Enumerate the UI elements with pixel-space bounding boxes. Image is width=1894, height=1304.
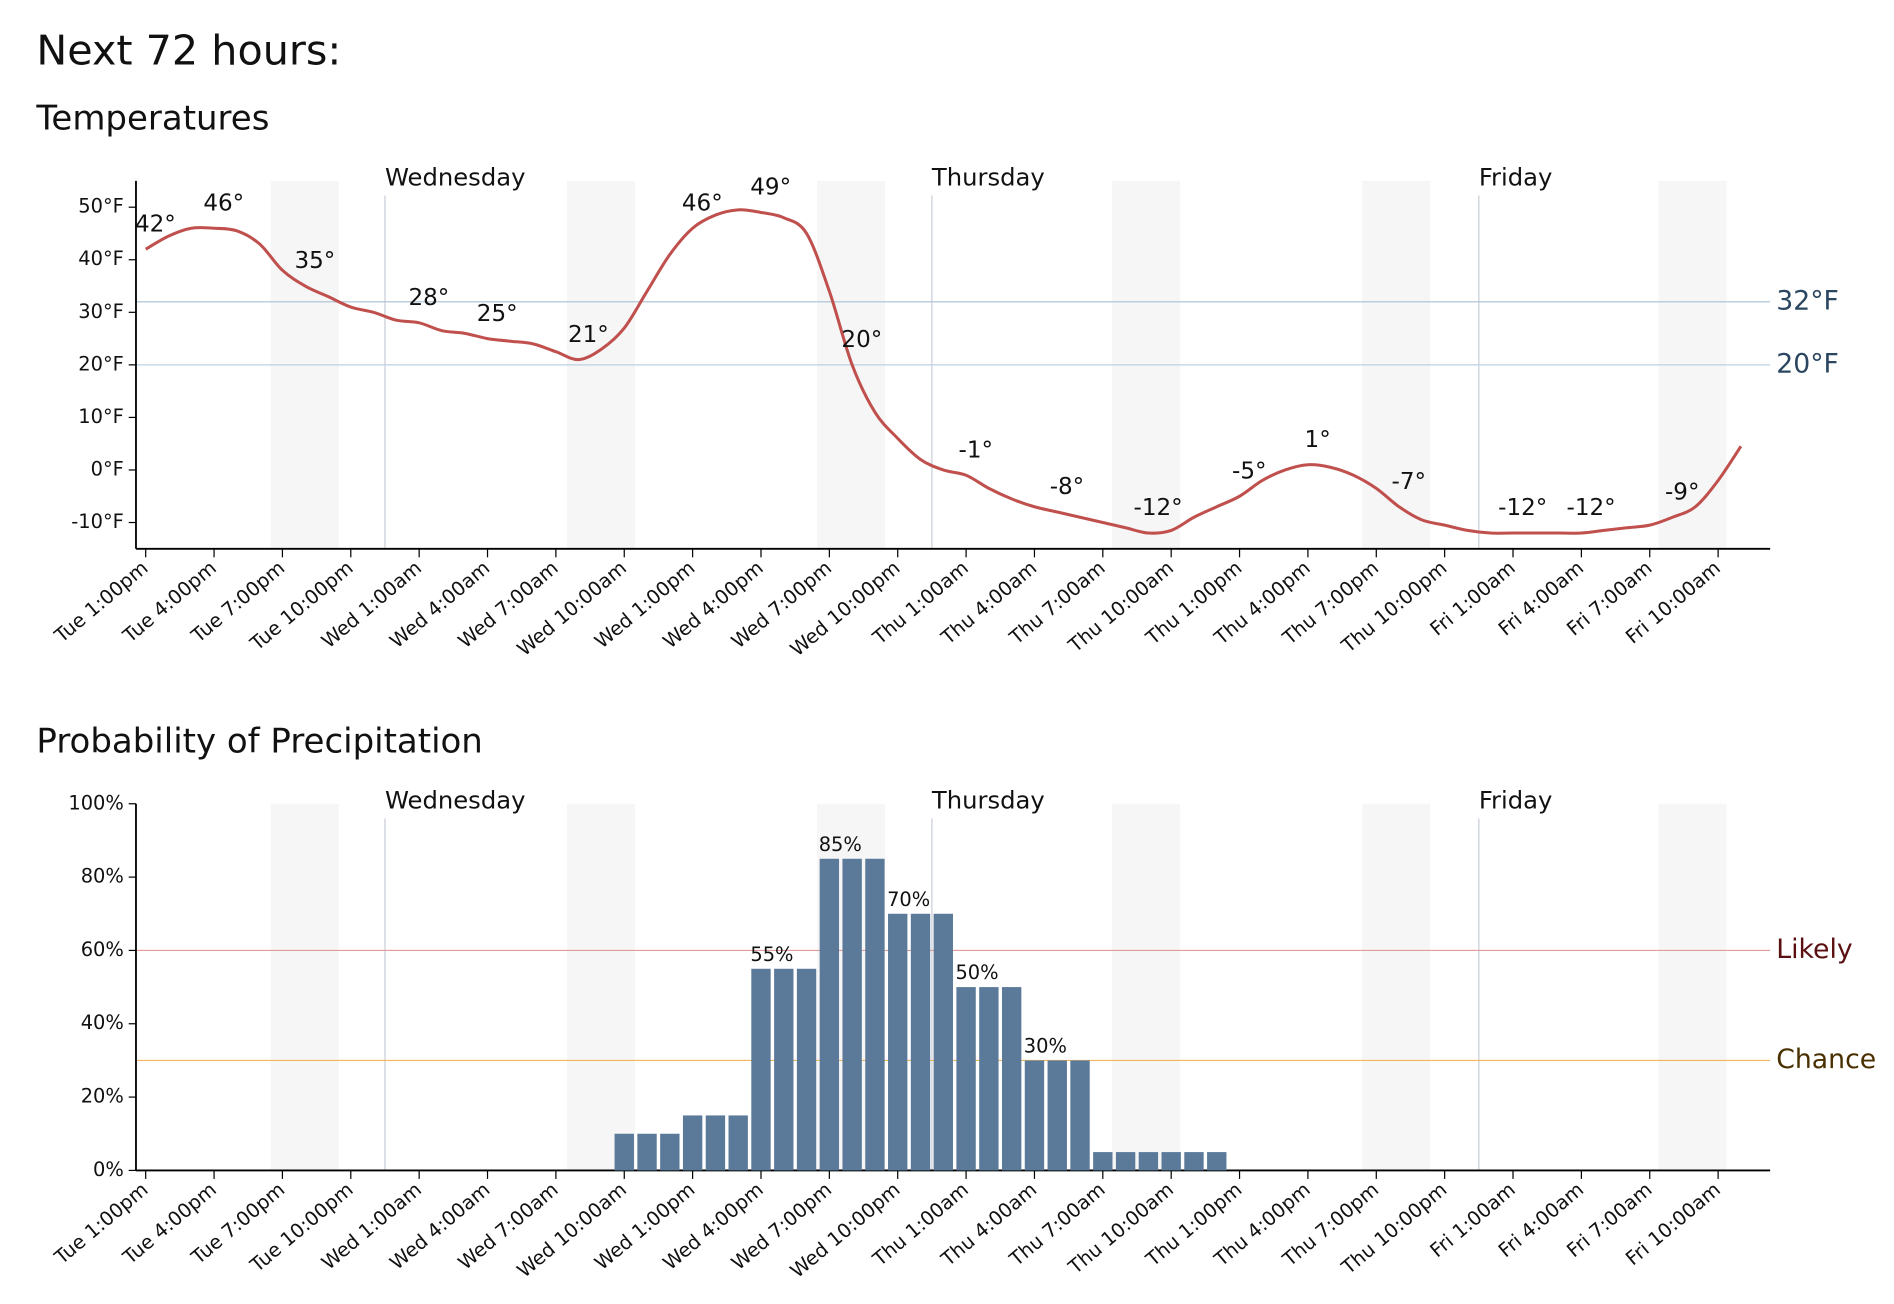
- bar: [865, 858, 885, 1171]
- bar: [774, 968, 794, 1171]
- y-tick-label: 40%: [81, 1011, 124, 1034]
- temperature-line: [144, 208, 1743, 535]
- bar: [682, 1115, 703, 1171]
- y-tick-label: 20°F: [78, 352, 124, 375]
- bar: [1161, 1152, 1181, 1171]
- page-title: Next 72 hours:: [36, 26, 341, 74]
- bar: [705, 1115, 726, 1171]
- bar: [637, 1133, 657, 1171]
- chart-title: Temperatures: [35, 99, 269, 139]
- data-label: 46°: [203, 190, 244, 216]
- data-label: 50%: [955, 961, 998, 984]
- data-label: 55%: [750, 943, 793, 966]
- bar: [796, 968, 817, 1171]
- bar: [1138, 1152, 1159, 1171]
- data-label: -7°: [1392, 469, 1427, 495]
- data-label: 49°: [750, 175, 791, 201]
- data-label: -12°: [1498, 495, 1547, 521]
- shade: [1112, 803, 1181, 1171]
- y-tick-label: 30°F: [78, 300, 124, 323]
- data-label: 46°: [682, 190, 723, 216]
- bar: [728, 1115, 748, 1171]
- data-label: 25°: [477, 301, 518, 327]
- data-label: 1°: [1305, 427, 1331, 453]
- bar: [1001, 987, 1022, 1171]
- bar: [888, 913, 908, 1171]
- bar: [1070, 1060, 1090, 1171]
- data-label: -5°: [1232, 458, 1267, 484]
- bar: [910, 913, 931, 1171]
- data-label: -12°: [1567, 495, 1616, 521]
- day-label: Thursday: [931, 785, 1045, 814]
- y-tick-label: 20%: [81, 1085, 124, 1108]
- data-label: 85%: [819, 833, 862, 856]
- y-tick-label: 40°F: [78, 247, 124, 270]
- data-label: 70%: [887, 888, 930, 911]
- bar: [660, 1133, 680, 1171]
- data-label: -9°: [1665, 479, 1700, 505]
- data-label: -8°: [1050, 474, 1085, 500]
- bar: [1115, 1152, 1136, 1171]
- day-label: Friday: [1479, 785, 1553, 814]
- data-label: 30%: [1024, 1035, 1067, 1058]
- data-label: -12°: [1134, 495, 1183, 521]
- y-tick-label: 0°F: [91, 457, 124, 480]
- bar: [1047, 1060, 1067, 1171]
- day-label: Thursday: [931, 163, 1045, 192]
- data-label: 21°: [568, 322, 609, 348]
- data-label: 42°: [135, 211, 176, 237]
- bar: [1024, 1060, 1045, 1171]
- shade: [1658, 803, 1727, 1171]
- reference-label: Likely: [1776, 934, 1852, 965]
- reference-label: 32°F: [1776, 285, 1839, 316]
- y-tick-label: 50°F: [78, 195, 124, 218]
- y-tick-label: -10°F: [71, 510, 124, 533]
- chart-title: Probability of Precipitation: [36, 722, 482, 762]
- day-label: Friday: [1479, 163, 1553, 192]
- reference-label: Chance: [1776, 1044, 1876, 1075]
- day-label: Wednesday: [385, 785, 526, 814]
- shade: [270, 803, 339, 1171]
- y-tick-label: 60%: [81, 938, 124, 961]
- bar: [1093, 1152, 1113, 1171]
- y-tick-label: 100%: [68, 791, 123, 814]
- night-shading: [270, 180, 1727, 1171]
- reference-label: 20°F: [1776, 348, 1839, 379]
- bar: [956, 987, 976, 1171]
- bar: [1184, 1152, 1204, 1171]
- bar: [979, 987, 999, 1171]
- bar: [751, 968, 771, 1171]
- day-label: Wednesday: [385, 163, 526, 192]
- bar: [933, 913, 953, 1171]
- bar: [1207, 1152, 1227, 1171]
- bar: [614, 1133, 634, 1171]
- y-tick-label: 0%: [93, 1158, 124, 1181]
- y-tick-label: 80%: [81, 865, 124, 888]
- y-tick-label: 10°F: [78, 405, 124, 428]
- bar: [842, 858, 862, 1171]
- shade: [1362, 803, 1431, 1171]
- data-label: 28°: [408, 285, 449, 311]
- data-label: -1°: [959, 437, 994, 463]
- shade: [566, 803, 635, 1171]
- data-label: 35°: [294, 248, 335, 274]
- bar: [819, 858, 840, 1171]
- data-label: 20°: [841, 327, 882, 353]
